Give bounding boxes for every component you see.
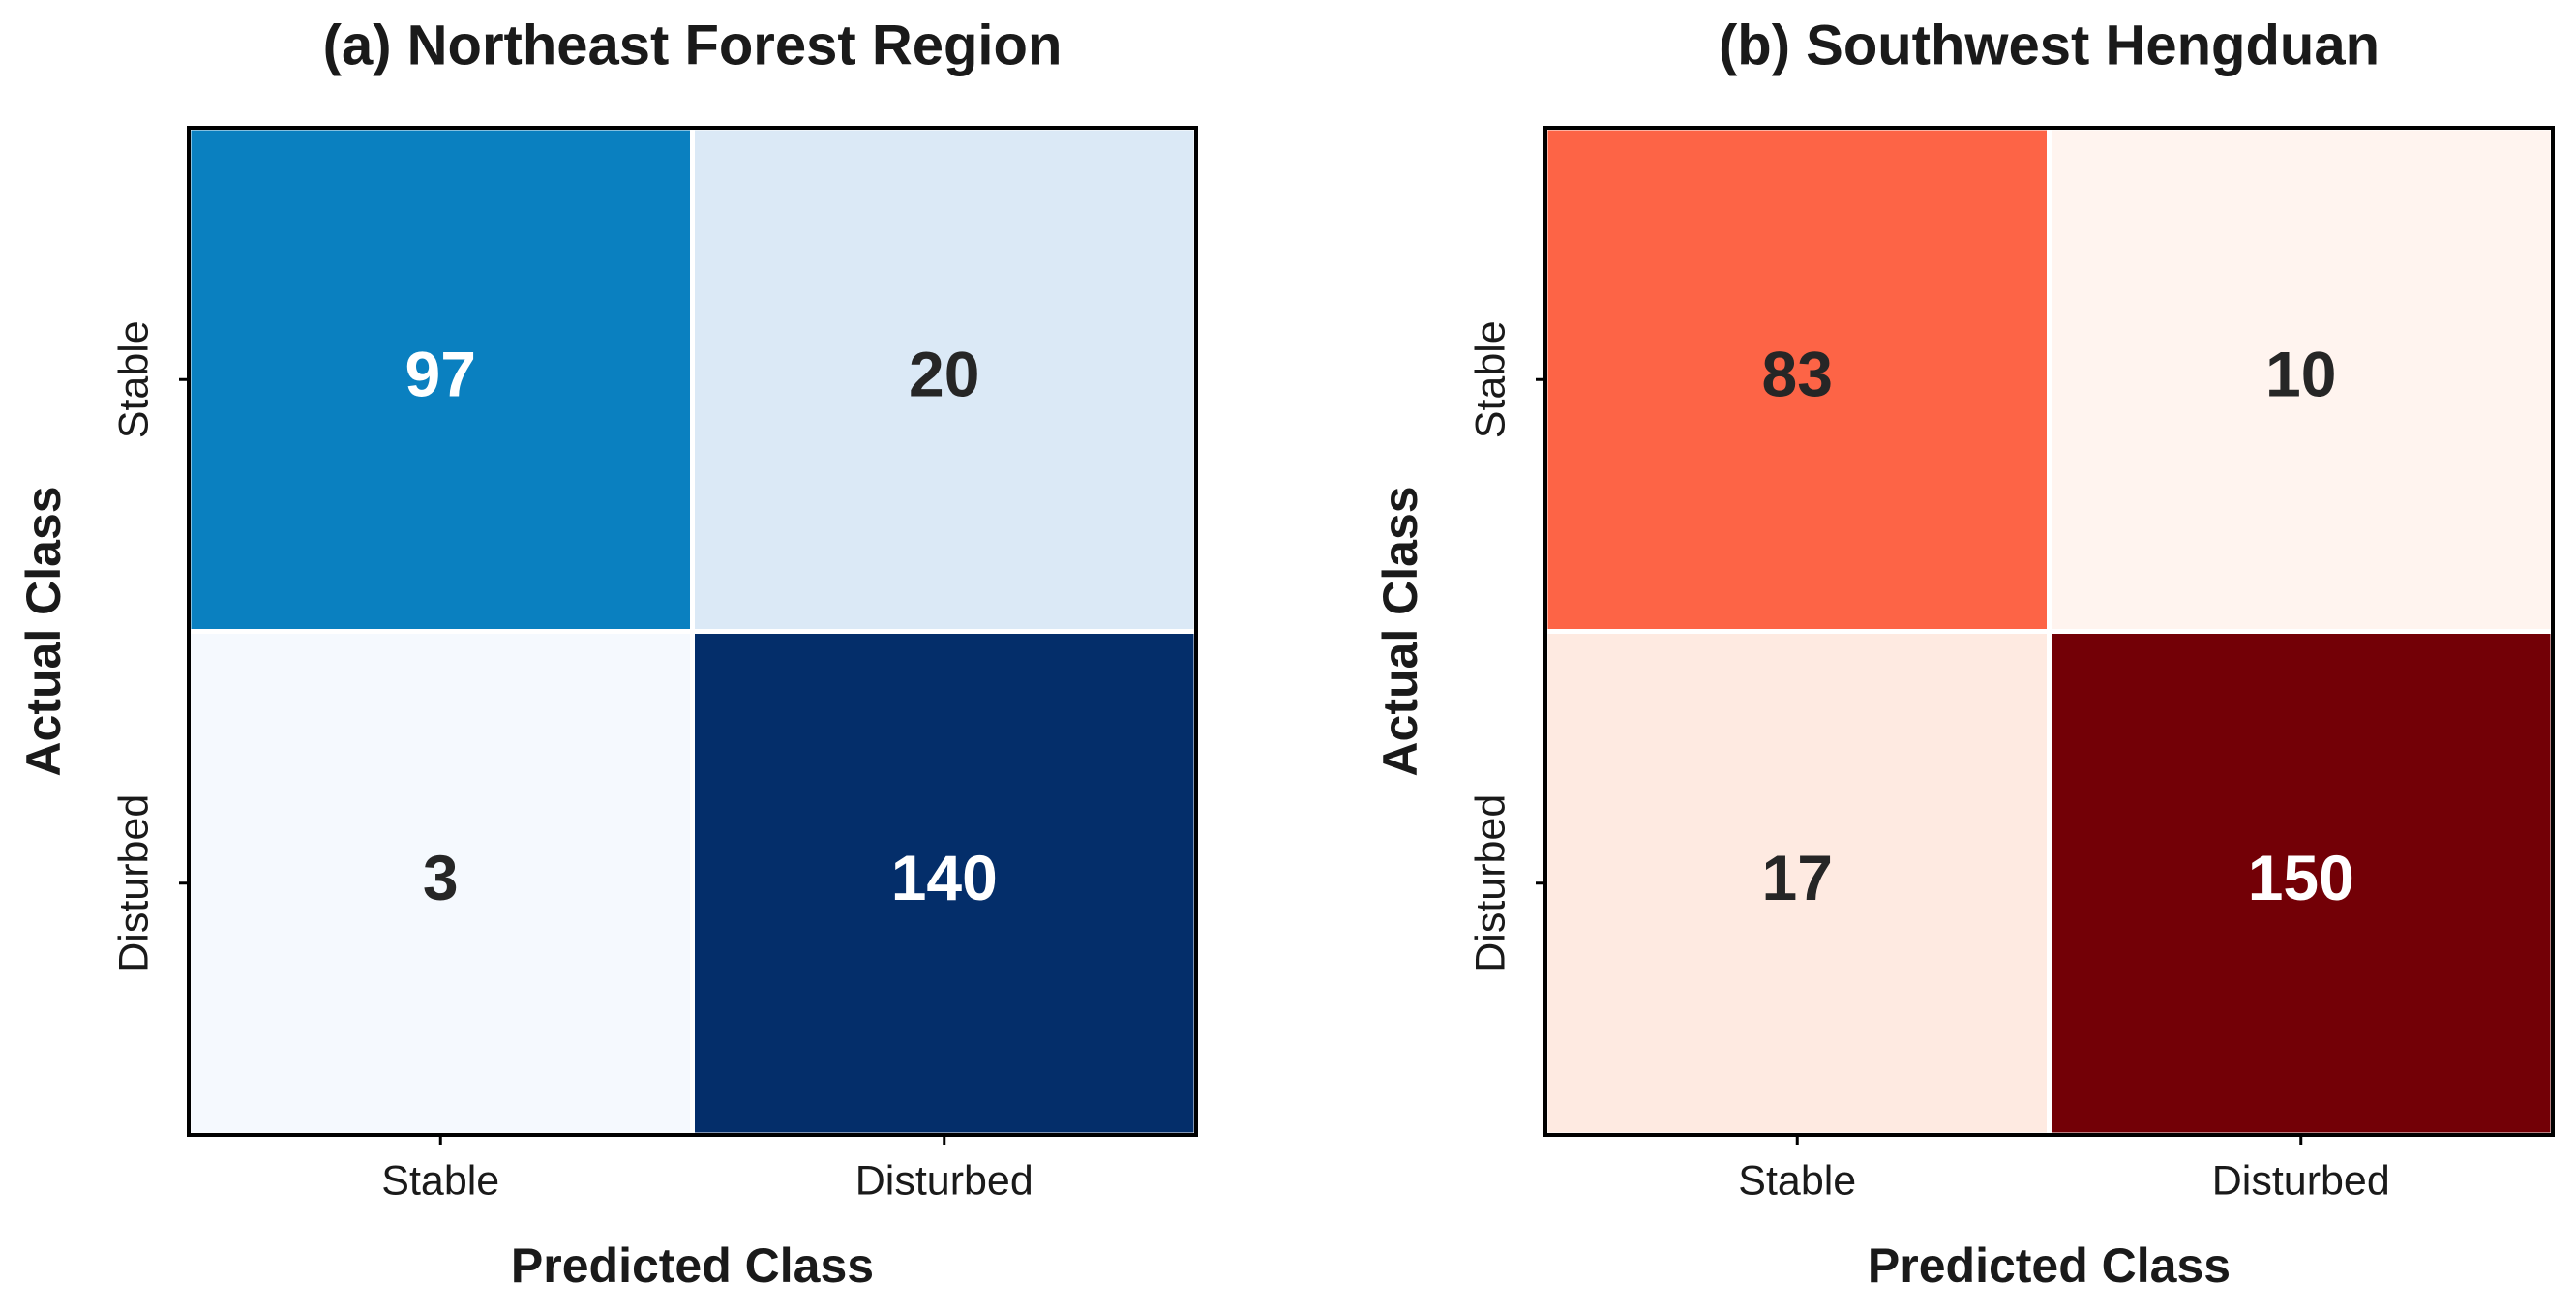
y-axis-label: Actual Class [16, 486, 71, 776]
chart-title: (a) Northeast Forest Region [323, 14, 1063, 76]
y-tick-label: Stable [1467, 320, 1513, 438]
heatmap-cell [690, 125, 1199, 634]
cell-label: 17 [1762, 842, 1833, 913]
x-tick-label: Disturbed [2212, 1157, 2390, 1204]
cell-label: 3 [423, 842, 459, 913]
x-tick-label: Disturbed [855, 1157, 1033, 1204]
cell-label: 83 [1762, 339, 1833, 410]
cell-label: 97 [405, 339, 476, 410]
heatmap-cell [1543, 125, 2052, 634]
plot-frame [187, 126, 1198, 1137]
cell-label: 10 [2265, 339, 2336, 410]
x-tick-label: Stable [381, 1157, 499, 1204]
x-axis-label: Predicted Class [511, 1238, 874, 1293]
y-tick-label: Stable [110, 320, 157, 438]
heatmap-cell [186, 629, 695, 1138]
heatmap-cell [186, 125, 695, 634]
y-tick-label: Disturbed [110, 794, 157, 972]
heatmap-cell [1543, 629, 2052, 1138]
heatmap-cell [690, 629, 1199, 1138]
x-tick-label: Stable [1738, 1157, 1856, 1204]
heatmap-cell [2047, 629, 2556, 1138]
cell-label: 140 [891, 842, 998, 913]
x-axis-label: Predicted Class [1868, 1238, 2231, 1293]
y-axis-label: Actual Class [1373, 486, 1427, 776]
cell-label: 20 [909, 339, 979, 410]
cell-label: 150 [2248, 842, 2354, 913]
y-tick-label: Disturbed [1467, 794, 1513, 972]
chart-title: (b) Southwest Hengduan [1719, 14, 2380, 76]
plot-frame [1543, 126, 2555, 1137]
